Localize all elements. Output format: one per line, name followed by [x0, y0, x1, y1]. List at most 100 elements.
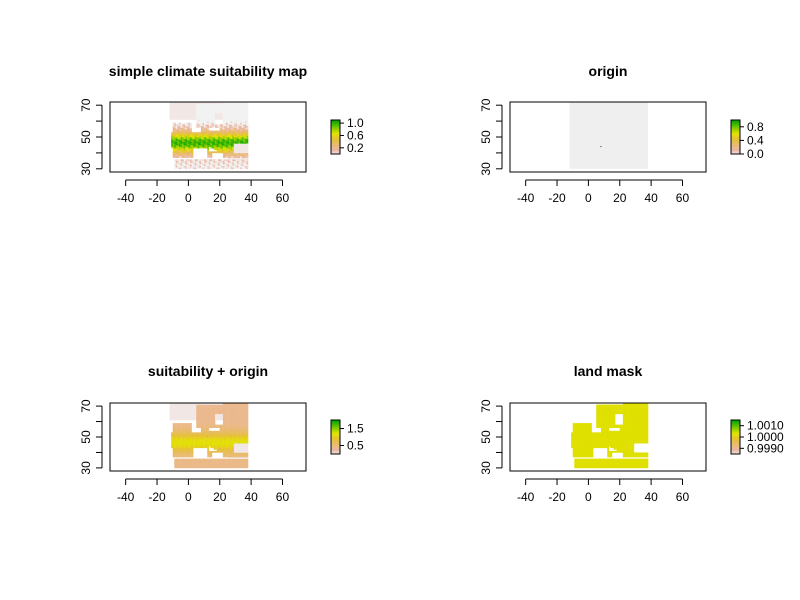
raster-cell — [232, 109, 235, 112]
raster-cell — [229, 420, 232, 422]
raster-cell — [237, 415, 239, 418]
raster-cell — [244, 114, 247, 117]
raster-cell — [205, 461, 208, 464]
raster-cell — [235, 119, 238, 122]
raster-cell — [596, 441, 599, 444]
raster-cell — [186, 129, 189, 131]
colorbar-segment — [331, 152, 340, 155]
raster-cell — [213, 105, 216, 108]
raster-cell — [210, 421, 213, 424]
raster-cell — [626, 413, 628, 416]
raster-cell — [232, 420, 235, 422]
raster-cell — [186, 427, 189, 430]
raster-cell — [224, 432, 227, 435]
raster-cell — [246, 447, 249, 450]
raster-cell — [219, 108, 222, 111]
raster-cell — [177, 435, 180, 438]
raster-cell — [224, 424, 227, 427]
colorbar-segment — [331, 441, 340, 443]
raster-cell — [241, 438, 244, 441]
raster-cell — [208, 164, 211, 166]
raster-cell — [188, 446, 191, 449]
raster-cell — [191, 447, 194, 450]
raster-cell — [178, 407, 181, 410]
raster-cell — [196, 458, 199, 461]
colorbar-segment — [731, 135, 740, 138]
raster-cell — [205, 132, 208, 135]
raster-cell — [629, 455, 632, 458]
raster-cell — [174, 466, 177, 469]
raster-cell — [182, 129, 184, 131]
raster-cell — [183, 106, 186, 109]
raster-cell — [232, 129, 235, 131]
raster-cell — [226, 412, 228, 415]
raster-cell — [229, 165, 232, 168]
raster-cell — [174, 424, 177, 427]
raster-cell — [244, 127, 247, 130]
raster-cell — [244, 167, 247, 170]
raster-cell — [193, 103, 195, 106]
raster-cell — [596, 413, 599, 416]
raster-cell — [186, 410, 189, 413]
raster-cell — [621, 460, 624, 463]
raster-cell — [171, 441, 174, 444]
raster-cell — [200, 443, 203, 446]
raster-cell — [574, 452, 577, 455]
raster-cell — [178, 162, 181, 165]
raster-cell — [196, 463, 199, 466]
raster-cell — [218, 450, 221, 453]
raster-cell — [194, 146, 197, 149]
y-tick-label: 70 — [79, 98, 93, 112]
raster-cell — [221, 440, 224, 442]
raster-cell — [207, 410, 210, 413]
raster-cell — [246, 412, 249, 415]
raster-cell — [586, 441, 589, 444]
raster-cell — [229, 450, 232, 453]
raster-cell — [202, 441, 205, 444]
raster-cell — [227, 444, 230, 447]
raster-cell — [202, 138, 205, 141]
raster-cell — [221, 430, 224, 433]
raster-cell — [175, 444, 178, 447]
raster-cell — [616, 447, 619, 450]
raster-cell — [196, 159, 199, 162]
raster-cell — [618, 409, 621, 412]
raster-cell — [172, 418, 175, 421]
raster-cell — [185, 162, 188, 165]
raster-cell — [607, 420, 610, 422]
raster-cell — [219, 466, 222, 469]
raster-cell — [200, 432, 203, 435]
raster-cell — [219, 114, 222, 117]
raster-cell — [199, 103, 202, 106]
raster-cell — [185, 105, 188, 108]
raster-cell — [246, 117, 249, 120]
raster-cell — [616, 407, 619, 410]
raster-cell — [233, 141, 236, 144]
raster-cell — [237, 463, 239, 466]
raster-cell — [204, 105, 206, 108]
raster-cell — [213, 420, 216, 422]
raster-cell — [613, 407, 616, 410]
raster-cell — [240, 149, 243, 152]
raster-cell — [210, 154, 213, 157]
raster-cell — [180, 415, 183, 418]
raster-cell — [186, 404, 189, 407]
raster-cell — [244, 106, 247, 109]
raster-cell — [172, 441, 175, 444]
raster-cell — [196, 160, 199, 163]
raster-cell — [586, 444, 589, 447]
raster-cell — [232, 433, 235, 436]
raster-cell — [182, 148, 184, 151]
raster-cell — [199, 122, 202, 125]
raster-cell — [596, 446, 599, 449]
raster-cell — [599, 406, 602, 408]
raster-cell — [183, 415, 186, 418]
raster-cell — [191, 443, 194, 446]
raster-cell — [178, 124, 181, 127]
raster-cell — [238, 409, 241, 412]
raster-cell — [213, 124, 216, 127]
raster-cell — [197, 102, 200, 104]
raster-cell — [240, 113, 243, 116]
raster-cell — [233, 109, 236, 112]
raster-cell — [193, 106, 195, 109]
